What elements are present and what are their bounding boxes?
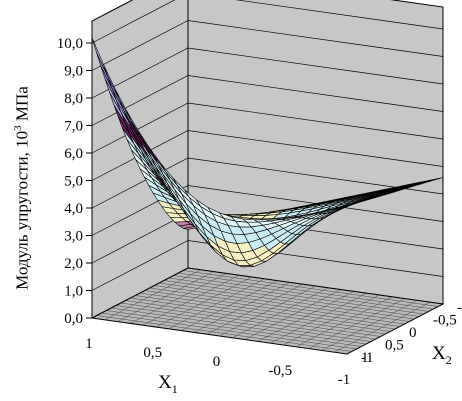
z-tick-label: 5,0 [64,174,83,190]
floor-gridline [334,301,431,353]
x1-tick-label: -0,5 [268,363,292,379]
z-gridline [91,102,444,154]
z-gridline [91,130,444,181]
floor-gridline [144,290,400,327]
floor-gridline [163,280,420,317]
floor-gridline [154,285,410,322]
z-tick-label: 4,0 [64,201,83,217]
floor-gridline [232,287,329,339]
floor-gridline [244,289,342,340]
z-tick-label: 1,0 [64,284,83,300]
x2-tick-label: 0,5 [385,338,404,354]
floor-gridline [178,272,434,310]
z-gridline [91,20,444,71]
z-tick-label: 9,0 [64,64,83,80]
x2-axis-label: X2 [432,343,452,367]
floor-gridline [257,291,354,342]
x1-tick-label: -1 [338,372,351,388]
z-tick-label: 0,0 [64,311,83,327]
z-gridline [91,47,444,99]
z-tick-label: 3,0 [64,229,83,245]
floor-gridline [219,285,316,337]
floor-gridline [321,300,418,351]
z-tick-label: 7,0 [64,119,83,135]
x2-tick-label: -1 [361,350,374,366]
x2-tick-label: 1 [361,350,369,366]
z-gridline [91,157,444,209]
z-gridline [91,240,444,291]
x2-tick-label: -1 [457,300,462,316]
floor-gridline [168,277,424,315]
z-tick-label: 8,0 [64,91,83,107]
x2-tick-label: -0,5 [433,313,457,329]
x1-tick-label: 0,5 [143,345,162,361]
floor-gridline [149,287,405,325]
surface-mesh [91,37,444,268]
floor-gridline [308,298,405,349]
x1-axis-label: X1 [158,372,178,396]
floor-gridline [183,270,439,307]
z-tick-label: 6,0 [64,146,83,162]
z-axis-label: Модуль упругости, 103 МПа [12,86,32,290]
z-tick-label: 2,0 [64,256,83,272]
x1-tick-label: 1 [85,336,93,352]
z-gridline [91,0,444,44]
x2-tick-label: 0 [409,325,417,341]
z-gridline [91,185,444,236]
z-tick-label: 10,0 [57,36,83,52]
floor-gridline [159,282,415,320]
floor-gridline [283,294,380,346]
floor-gridline [270,292,367,344]
surface-cell [335,204,352,209]
x1-tick-label: 0 [213,354,221,370]
floor-gridline [173,275,429,312]
tick-labels: 0,01,02,03,04,05,06,07,08,09,010,010,50-… [57,36,462,388]
floor-gridline [295,296,393,348]
wall-gridlines [91,0,444,353]
